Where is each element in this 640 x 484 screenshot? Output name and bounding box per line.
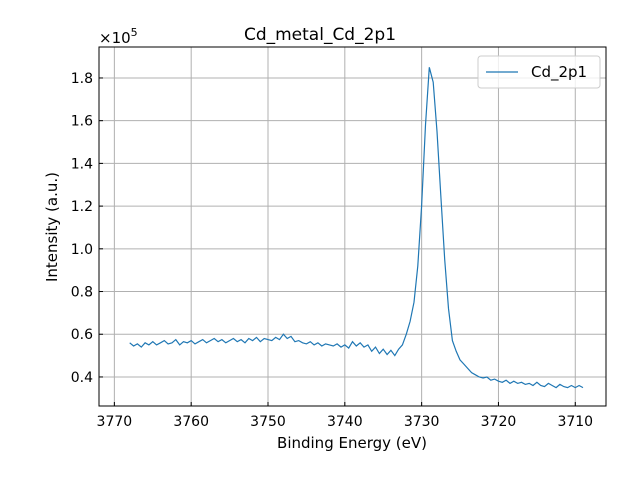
y-tick-label: 1.2	[71, 199, 93, 215]
x-tick-label: 3710	[557, 414, 593, 430]
legend: Cd_2p1	[477, 55, 601, 89]
chart-title: Cd_metal_Cd_2p1	[244, 25, 396, 45]
y-offset-exponent: 5	[131, 26, 138, 39]
y-offset-base: ×10	[99, 29, 131, 47]
grid	[99, 47, 606, 406]
legend-label: Cd_2p1	[531, 63, 587, 82]
y-tick-label: 1.4	[71, 156, 93, 172]
plot-frame	[98, 46, 607, 407]
series-line-cd-2p1	[129, 67, 584, 389]
y-tick-label: 1.8	[71, 71, 93, 87]
legend-box	[477, 55, 601, 89]
x-tick-label: 3760	[173, 414, 209, 430]
x-tick-label: 3730	[404, 414, 440, 430]
y-tick-label: 0.8	[71, 285, 93, 301]
x-axis-label: Binding Energy (eV)	[277, 434, 427, 452]
y-offset-label: ×105	[99, 26, 138, 47]
y-tick-label: 0.6	[71, 327, 93, 343]
x-tick-label: 3770	[97, 414, 133, 430]
x-tick-label: 3720	[481, 414, 517, 430]
ticks: 3770 3760 3750 3740 3730 3720 3710 0.4 0.6 0.8 1.0…	[71, 71, 593, 430]
y-tick-label: 1.6	[71, 114, 93, 130]
x-tick-label: 3750	[250, 414, 286, 430]
y-tick-label: 1.0	[71, 242, 93, 258]
y-axis-label: Intensity (a.u.)	[43, 172, 61, 282]
y-tick-label: 0.4	[71, 370, 93, 386]
x-tick-label: 3740	[327, 414, 363, 430]
